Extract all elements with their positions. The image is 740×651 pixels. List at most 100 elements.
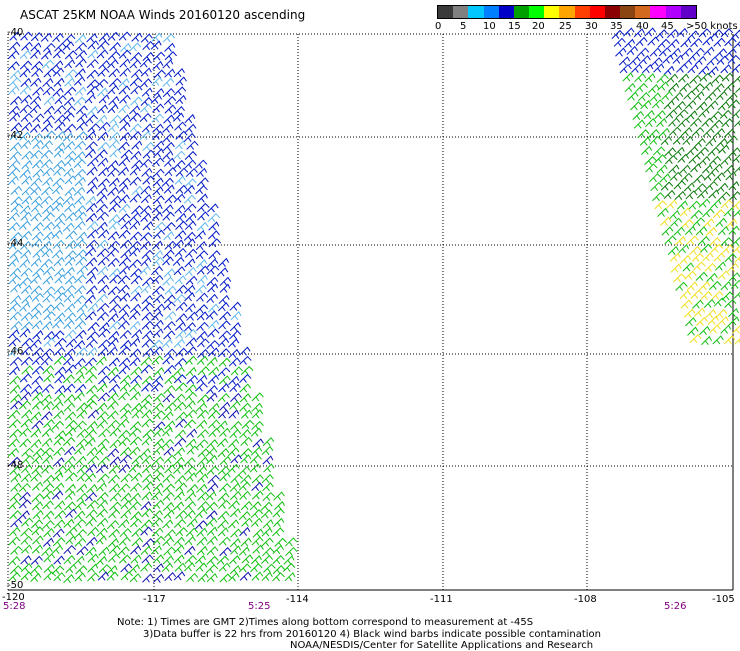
wind-barb [162,427,173,437]
wind-barb [129,563,140,574]
wind-barb [117,320,130,330]
wind-barb [51,401,64,411]
wind-barb [196,536,208,546]
wind-barb [217,392,230,403]
wind-barb [20,267,33,277]
wind-barb [140,96,153,107]
wind-barb [163,114,175,124]
wind-barb [272,572,285,582]
wind-barb [63,348,76,358]
wind-barb [727,54,740,64]
wind-barb [684,99,697,110]
wind-barb [40,32,53,42]
wind-barb [152,168,165,178]
wind-barb [42,42,56,52]
wind-barb [162,59,174,69]
wind-barb [10,95,22,106]
colorbar-segment [574,6,590,18]
wind-barb [174,140,186,150]
wind-barb [219,311,231,321]
wind-barb [30,203,43,213]
wind-barb [107,337,119,347]
wind-barb [142,277,155,287]
wind-barb [120,149,133,159]
wind-barb [87,49,99,59]
wind-barb [185,346,197,356]
wind-barb [164,51,177,61]
wind-barb [142,221,154,231]
wind-barb [227,519,240,529]
wind-barb [86,79,100,89]
wind-barb [720,64,732,74]
wind-barb [196,167,208,177]
wind-barb [117,418,130,428]
wind-barb [164,402,177,412]
wind-barb [95,203,109,213]
wind-barb [40,258,53,268]
wind-barb [229,508,241,518]
wind-barb [129,492,142,502]
wind-barb [73,159,87,169]
wind-barb [716,55,729,65]
wind-barb [228,348,240,359]
wind-barb [217,337,230,348]
wind-barb [118,78,130,88]
wind-barb [128,259,142,269]
wind-barb [173,536,185,546]
wind-barb [20,418,33,428]
wind-barb [8,500,21,510]
wind-barb [175,301,188,311]
wind-barb [219,455,232,466]
wind-barb [40,356,53,366]
wind-barb [164,529,176,539]
wind-barb [40,240,52,250]
wind-barb [670,217,683,227]
wind-barb [150,490,163,501]
wind-barb [219,427,231,437]
wind-barb [109,501,122,511]
wind-barb [108,177,120,187]
wind-barb [54,337,67,347]
wind-barb [151,32,163,42]
wind-barb [206,454,218,465]
wind-barb [681,219,694,229]
wind-barb [206,465,220,475]
wind-barb [161,562,174,572]
wind-barb [8,85,20,95]
wind-barb [129,303,142,313]
wind-barb [227,438,240,448]
wind-barb [152,256,165,266]
wind-barb [632,110,645,121]
wind-barb [184,303,196,313]
wind-barb [142,141,155,151]
wind-barbs [7,27,740,584]
wind-barb [196,355,209,365]
wind-barb [42,474,55,484]
wind-barb [174,429,187,439]
wind-barb [76,428,89,438]
wind-barb [175,411,188,421]
wind-barb [194,554,206,565]
wind-barb [51,565,65,575]
wind-barb [107,240,121,250]
wind-barb [239,571,252,581]
wind-barb [30,149,44,159]
wind-barb [695,316,709,327]
wind-barb [43,373,55,383]
wind-barb [51,544,64,554]
wind-barb [186,140,199,150]
wind-barb [172,239,185,249]
wind-barb [7,447,20,457]
wind-barb [162,473,176,483]
wind-barb [21,409,33,419]
wind-barb [175,482,188,492]
wind-barb [206,572,218,583]
wind-barb [162,249,175,259]
wind-barb [250,509,264,519]
wind-barb [19,328,31,338]
wind-barb [31,391,44,401]
wind-barb [62,34,76,44]
lat-label: -50 [7,580,24,591]
wind-barb [680,299,693,309]
wind-barb [139,130,152,140]
